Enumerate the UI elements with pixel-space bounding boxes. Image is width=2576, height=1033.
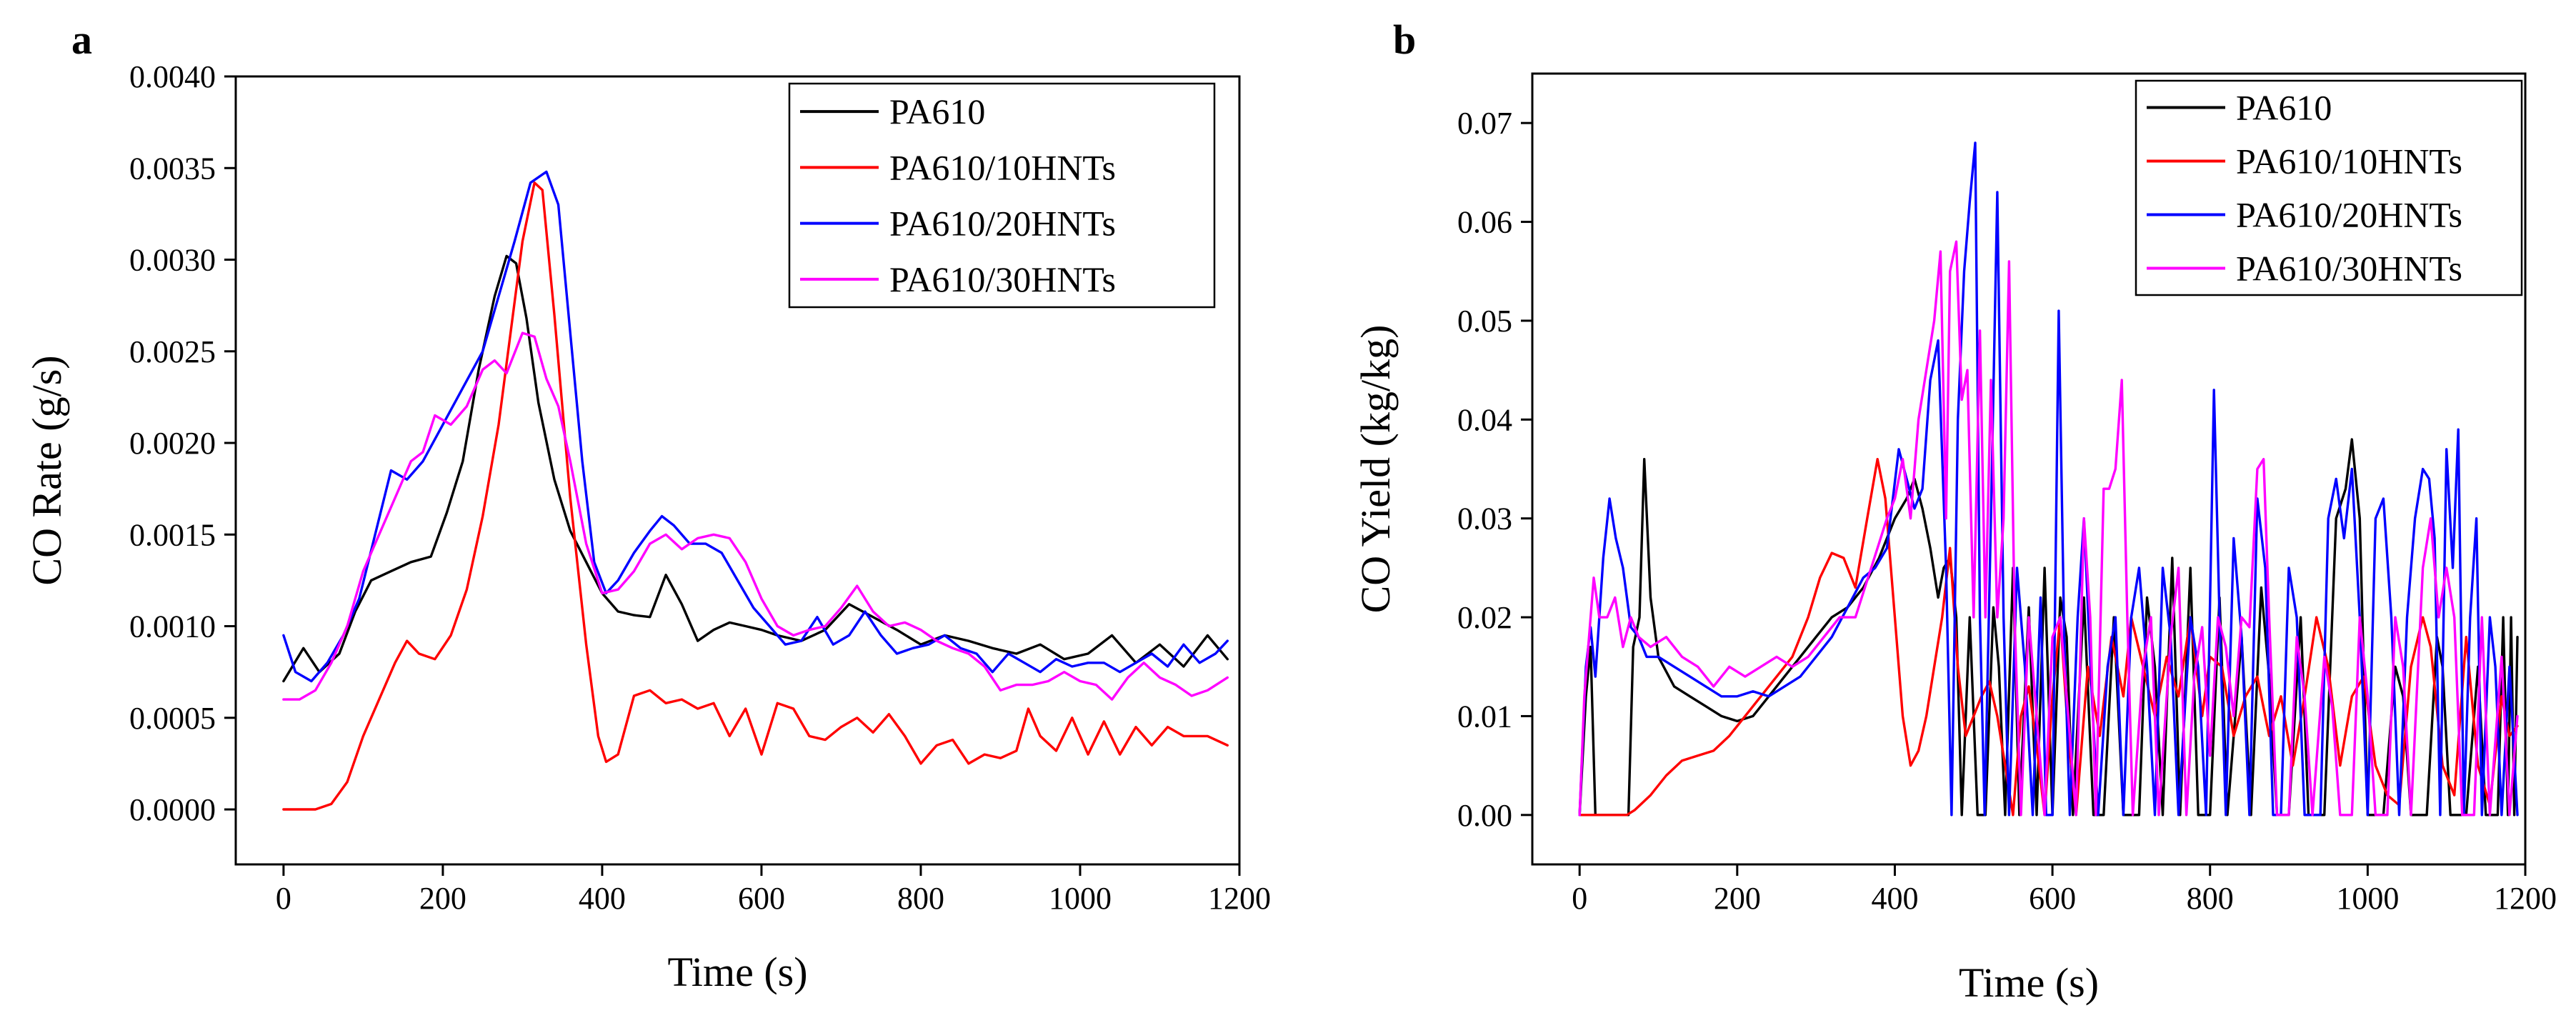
y-tick-label: 0.0035 xyxy=(129,151,216,186)
x-tick-label: 400 xyxy=(579,881,626,916)
y-tick-label: 0.0000 xyxy=(129,792,216,827)
y-tick-label: 0.04 xyxy=(1457,402,1512,437)
y-tick-label: 0.0010 xyxy=(129,609,216,644)
x-tick-label: 200 xyxy=(1714,881,1761,916)
x-tick-label: 1200 xyxy=(1208,881,1271,916)
y-tick-label: 0.02 xyxy=(1457,600,1512,635)
legend-label: PA610 xyxy=(889,91,985,131)
plot-frame xyxy=(1531,72,2527,866)
y-tick-label: 0.03 xyxy=(1457,501,1512,537)
y-tick-label: 0.07 xyxy=(1457,106,1512,141)
legend-box xyxy=(2135,79,2523,296)
y-tick-label: 0.00 xyxy=(1457,798,1512,833)
x-tick-label: 600 xyxy=(2029,881,2076,916)
x-tick-label: 1200 xyxy=(2494,881,2557,916)
x-tick-label: 1000 xyxy=(1049,881,1112,916)
y-tick-label: 0.0005 xyxy=(129,701,216,736)
y-tick-label: 0.01 xyxy=(1457,699,1512,734)
plot-frame xyxy=(234,75,1241,866)
legend: PA610 PA610/10HNTs PA610/20HNTs PA610/30HNT… xyxy=(2135,79,2523,296)
y-tick-label: 0.06 xyxy=(1457,205,1512,240)
legend-label: PA610/20HNTs xyxy=(889,204,1116,244)
y-axis-title: CO Yield (kg/kg) xyxy=(1352,325,1399,614)
legend-label: PA610/20HNTs xyxy=(2236,195,2462,235)
x-tick-label: 400 xyxy=(1871,881,1918,916)
x-tick-label: 800 xyxy=(2187,881,2234,916)
series-line-pa610-10hnts xyxy=(282,181,1229,811)
y-tick-label: 0.0030 xyxy=(129,243,216,278)
x-tick-label: 0 xyxy=(1572,881,1587,916)
legend-label: PA610 xyxy=(2236,88,2332,128)
panel-label: a xyxy=(71,16,92,63)
legend-box xyxy=(788,82,1216,309)
x-axis-title: Time (s) xyxy=(667,949,807,995)
legend: PA610 PA610/10HNTs PA610/20HNTs PA610/30HNT… xyxy=(788,82,1216,309)
y-axis-title: CO Rate (g/s) xyxy=(24,355,70,585)
y-tick-label: 0.0020 xyxy=(129,426,216,461)
series-line-pa610-10hnts xyxy=(1578,458,2519,817)
y-tick-label: 0.05 xyxy=(1457,304,1512,339)
x-tick-label: 200 xyxy=(419,881,466,916)
y-tick-label: 0.0015 xyxy=(129,517,216,552)
y-tick-label: 0.0040 xyxy=(129,59,216,94)
panel-a: a 0 200 400 600 800 1000 1200 0.0000 0.0005 0.0010… xyxy=(24,16,1271,995)
series-line-pa610-30hnts xyxy=(282,331,1229,701)
x-tick-label: 0 xyxy=(276,881,291,916)
panel-label: b xyxy=(1393,16,1416,63)
panel-b: b 0 200 400 600 800 1000 1200 0.00 0.01 0.02 0.03 0.… xyxy=(1352,16,2557,1006)
legend-label: PA610/30HNTs xyxy=(889,259,1116,299)
legend-label: PA610/30HNTs xyxy=(2236,249,2462,289)
series-line-pa610-30hnts xyxy=(1578,240,2519,817)
x-axis-title: Time (s) xyxy=(1959,959,2099,1006)
y-tick-label: 0.0025 xyxy=(129,334,216,369)
x-tick-label: 800 xyxy=(897,881,944,916)
series-line-pa610 xyxy=(282,254,1229,683)
legend-label: PA610/10HNTs xyxy=(2236,141,2462,181)
x-tick-label: 600 xyxy=(738,881,785,916)
x-tick-label: 1000 xyxy=(2336,881,2399,916)
series-line-pa610-20hnts xyxy=(282,170,1229,683)
legend-label: PA610/10HNTs xyxy=(889,147,1116,187)
